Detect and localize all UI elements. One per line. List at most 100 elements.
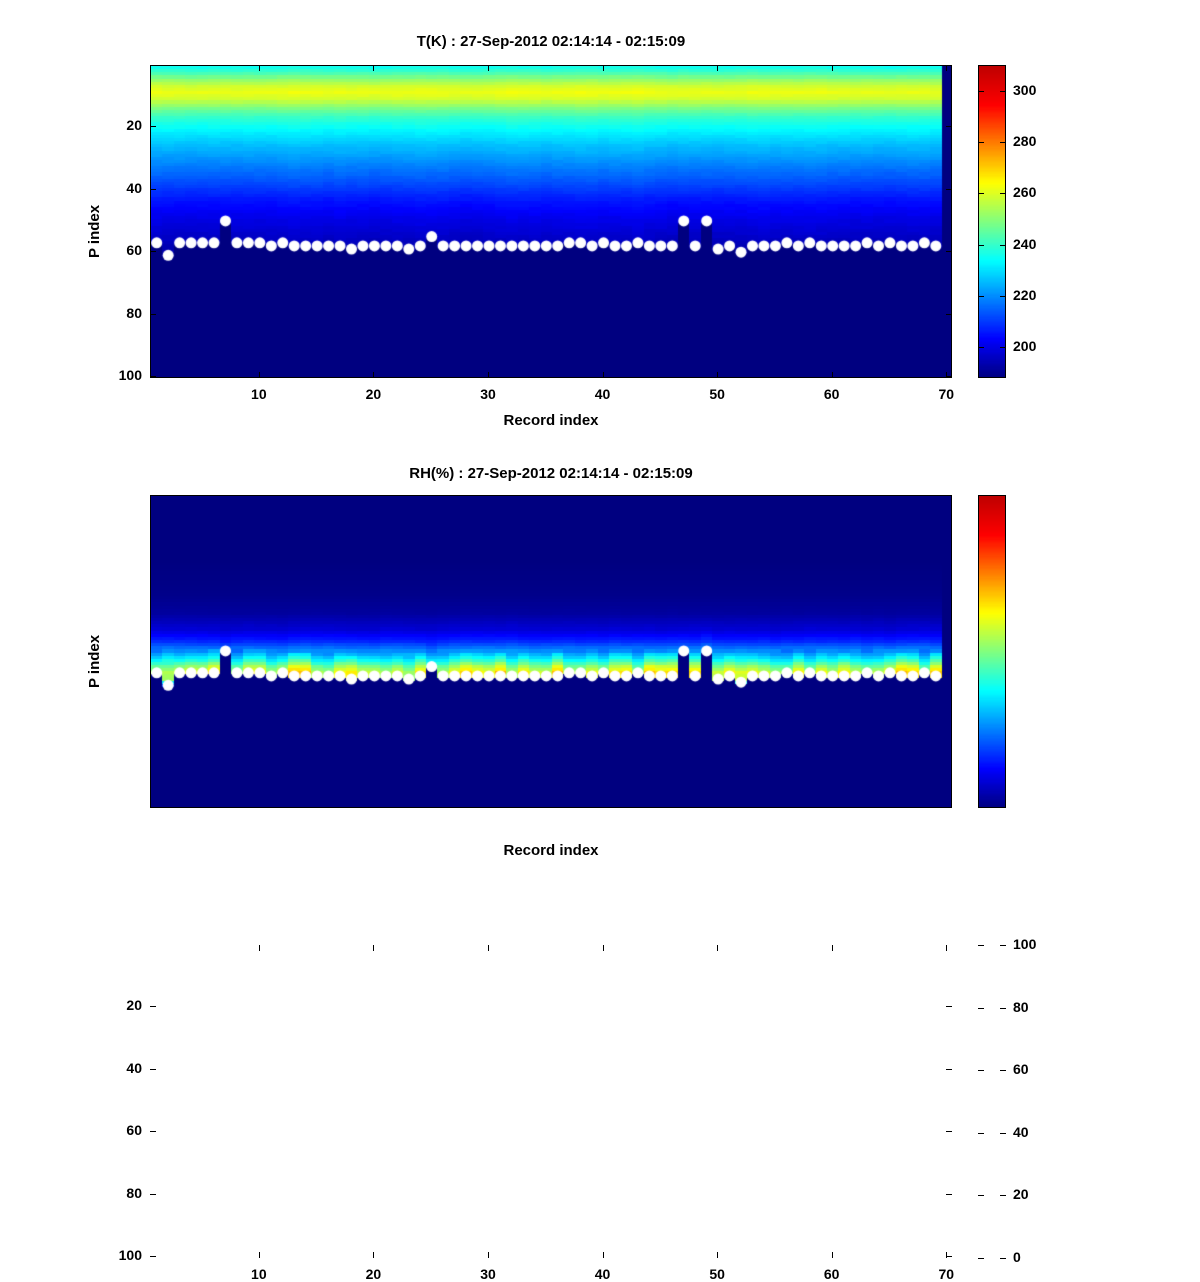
xtick-mark	[717, 65, 718, 71]
ytick-mark	[150, 1256, 156, 1257]
colorbar-tick-mark	[1000, 142, 1006, 143]
colorbar-tick-mark	[978, 347, 984, 348]
colorbar-tick-mark	[1000, 1258, 1006, 1259]
xtick-mark	[946, 372, 947, 378]
colorbar-tick-label: 100	[1013, 936, 1037, 952]
ytick-mark	[946, 1131, 952, 1132]
colorbar-tick-label: 60	[1013, 1061, 1029, 1078]
xtick-label: 70	[938, 1266, 955, 1282]
ytick-mark	[150, 1006, 156, 1007]
xtick-label: 30	[480, 386, 496, 402]
ytick-label: 60	[126, 242, 142, 259]
colorbar-tick-mark	[978, 945, 984, 946]
plot-title-relative-humidity: RH(%) : 27-Sep-2012 02:14:14 - 02:15:09	[409, 465, 693, 482]
xtick-mark	[488, 1252, 489, 1258]
colorbar-tick-mark	[1000, 1070, 1006, 1071]
colorbar-tick-mark	[978, 1133, 984, 1134]
ytick-mark	[150, 1069, 156, 1070]
colorbar-gradient-relative-humidity	[979, 496, 1005, 807]
panel-temperature: T(K) : 27-Sep-2012 02:14:14 - 02:15:09 2…	[0, 0, 1200, 450]
ytick-mark	[150, 1131, 156, 1132]
xtick-mark	[603, 372, 604, 378]
ytick-mark	[946, 126, 952, 127]
colorbar-tick-label: 260	[1013, 184, 1037, 201]
ytick-label: 20	[126, 117, 142, 134]
yaxis-label-temperature: P index	[86, 204, 103, 258]
colorbar-tick-mark	[1000, 1008, 1006, 1009]
colorbar-tick-mark	[978, 1258, 984, 1259]
colorbar-tick-label: 20	[1013, 1186, 1029, 1203]
plot-title-temperature: T(K) : 27-Sep-2012 02:14:14 - 02:15:09	[416, 33, 686, 50]
xtick-mark	[259, 945, 260, 951]
xtick-mark	[832, 945, 833, 951]
xtick-mark	[946, 1252, 947, 1258]
colorbar-tick-label: 40	[1013, 1123, 1029, 1140]
colorbar-tick-mark	[1000, 296, 1006, 297]
ytick-label: 80	[126, 1184, 142, 1201]
heatmap-image-temperature	[151, 66, 951, 377]
ytick-mark	[150, 189, 156, 190]
xaxis-label-temperature: Record index	[503, 412, 599, 429]
colorbar-tick-mark	[978, 1008, 984, 1009]
colorbar-tick-mark	[1000, 1195, 1006, 1196]
xtick-mark	[373, 945, 374, 951]
colorbar-tick-label: 300	[1013, 81, 1037, 98]
xtick-mark	[373, 372, 374, 378]
xtick-label: 60	[823, 1266, 840, 1282]
ytick-label: 60	[126, 1122, 142, 1139]
xtick-mark	[946, 65, 947, 71]
xtick-label: 10	[251, 386, 267, 402]
xtick-label: 20	[365, 386, 382, 402]
xtick-label: 50	[709, 1266, 725, 1282]
xtick-label: 50	[709, 386, 725, 402]
ytick-mark	[150, 1194, 156, 1195]
colorbar-tick-label: 80	[1013, 998, 1029, 1015]
xtick-label: 40	[594, 1266, 611, 1282]
colorbar-tick-mark	[1000, 1133, 1006, 1134]
xtick-mark	[259, 372, 260, 378]
colorbar-tick-mark	[1000, 347, 1006, 348]
ytick-mark	[946, 314, 952, 315]
xtick-mark	[259, 1252, 260, 1258]
colorbar-tick-label: 0	[1013, 1249, 1021, 1265]
ytick-mark	[946, 1069, 952, 1070]
ytick-label: 100	[118, 367, 142, 384]
colorbar-tick-label: 280	[1013, 132, 1037, 149]
colorbar-temperature	[978, 65, 1006, 378]
xtick-mark	[717, 372, 718, 378]
colorbar-tick-mark	[1000, 245, 1006, 246]
colorbar-tick-mark	[1000, 91, 1006, 92]
colorbar-tick-mark	[978, 142, 984, 143]
ytick-mark	[946, 376, 952, 377]
colorbar-tick-mark	[978, 296, 984, 297]
colorbar-gradient-temperature	[979, 66, 1005, 377]
colorbar-tick-mark	[1000, 945, 1006, 946]
ytick-mark	[946, 189, 952, 190]
xtick-label: 70	[938, 386, 955, 402]
colorbar-tick-mark	[1000, 193, 1006, 194]
xtick-mark	[488, 65, 489, 71]
ytick-mark	[946, 251, 952, 252]
colorbar-tick-label: 240	[1013, 235, 1037, 252]
colorbar-tick-label: 220	[1013, 286, 1037, 303]
ytick-label: 20	[126, 997, 142, 1014]
xtick-mark	[832, 1252, 833, 1258]
heatmap-image-relative-humidity	[151, 496, 951, 807]
ytick-mark	[150, 126, 156, 127]
ytick-mark	[150, 314, 156, 315]
colorbar-tick-mark	[978, 193, 984, 194]
xtick-label: 20	[365, 1266, 382, 1282]
ytick-label: 40	[126, 179, 142, 196]
xtick-mark	[603, 1252, 604, 1258]
xtick-mark	[373, 65, 374, 71]
xtick-mark	[373, 1252, 374, 1258]
xtick-mark	[832, 65, 833, 71]
xtick-mark	[946, 945, 947, 951]
xtick-mark	[488, 945, 489, 951]
ytick-mark	[150, 376, 156, 377]
xtick-mark	[832, 372, 833, 378]
heatmap-axes-relative-humidity	[150, 495, 952, 808]
colorbar-relative-humidity	[978, 495, 1006, 808]
colorbar-tick-mark	[978, 1070, 984, 1071]
